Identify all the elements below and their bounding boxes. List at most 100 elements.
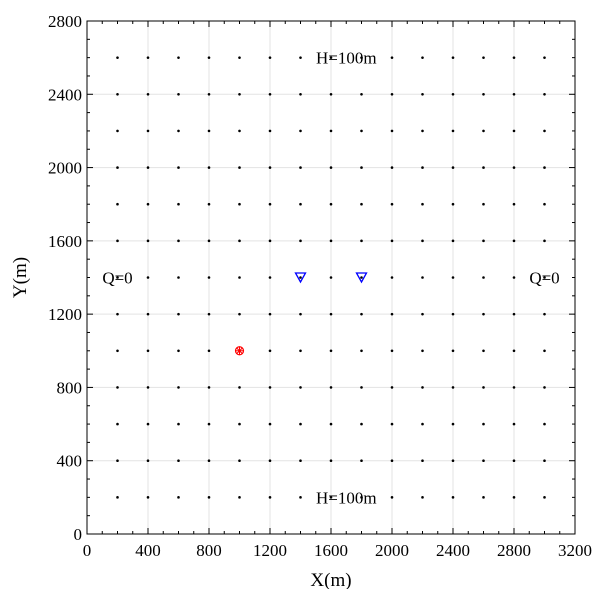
tick-labels: 0 400 800 1200 1600 2000 2400 2800 3200 0 400 800 12… (48, 12, 592, 560)
grid-node-dot (329, 129, 333, 133)
y-tick-label: 1600 (48, 232, 82, 251)
grid-node-dot (146, 129, 150, 133)
grid-node-dot (360, 202, 363, 206)
grid-node-dot (207, 166, 211, 169)
grid-node-dot (451, 386, 455, 389)
grid-node-dot (207, 56, 211, 59)
grid-node-dot (512, 349, 516, 353)
grid-node-dot (421, 276, 424, 279)
grid-node-dot (451, 92, 455, 96)
grid-node-dot (146, 166, 150, 169)
x-tick-label: 2000 (375, 541, 409, 560)
grid-node-dot (543, 349, 546, 353)
grid-node-dot (146, 276, 150, 279)
grid-node-dot (177, 276, 180, 279)
grid-node-dot (116, 349, 119, 353)
grid-node-dot (268, 92, 272, 96)
grid-node-dot (512, 92, 516, 96)
grid-node-dot (329, 276, 333, 279)
grid-node-dot (268, 166, 272, 169)
grid-node-dot (238, 459, 241, 463)
grid-node-dot (116, 422, 119, 426)
grid-node-dot (421, 92, 424, 96)
grid-node-dot (299, 422, 302, 426)
grid-node-dot (329, 459, 333, 463)
grid-node-dot (207, 129, 211, 133)
grid-node-dot (512, 129, 516, 133)
grid-node-dot (177, 92, 180, 96)
y-tick-label: 2400 (48, 85, 82, 104)
grid-node-dot (116, 312, 119, 316)
grid-node-dot (421, 312, 424, 316)
grid-node-dot (543, 312, 546, 316)
axis-ticks (86, 20, 576, 535)
annotations: H=100m H=100m Q=0 Q=0 (102, 49, 559, 508)
grid-node-dot (360, 56, 363, 59)
grid-node-dot (116, 459, 119, 463)
grid-node-dot (482, 239, 485, 243)
grid-node-dot (360, 349, 363, 353)
grid-node-dot (512, 496, 516, 499)
grid-node-dot (268, 459, 272, 463)
grid-node-dot (116, 202, 119, 206)
grid-node-dot (299, 459, 302, 463)
grid-node-dot (268, 56, 272, 59)
grid-node-dot (299, 312, 302, 316)
grid-node-dot (360, 92, 363, 96)
annotation-label: H=100m (316, 49, 377, 68)
grid-node-dot (116, 92, 119, 96)
grid-node-dot (146, 92, 150, 96)
grid-node-dot (512, 239, 516, 243)
grid-node-dot (146, 239, 150, 243)
grid-node-dot (482, 166, 485, 169)
grid-node-dot (268, 129, 272, 133)
grid-node-dot (177, 386, 180, 389)
x-tick-label: 400 (135, 541, 161, 560)
grid-node-dot (146, 459, 150, 463)
grid-node-dot (512, 386, 516, 389)
y-tick-label: 2800 (48, 12, 82, 31)
grid-node-dot (268, 276, 272, 279)
grid-node-dot (482, 276, 485, 279)
grid-node-dot (238, 496, 241, 499)
grid-node-dot (451, 349, 455, 353)
grid-node-dot (146, 496, 150, 499)
grid-node-dot (451, 276, 455, 279)
grid-node-dot (268, 496, 272, 499)
grid-node-dot (268, 386, 272, 389)
grid-node-dot (299, 349, 302, 353)
y-tick-label: 0 (74, 525, 83, 544)
y-axis-title: Y(m) (10, 257, 31, 298)
grid-node-dot (299, 496, 302, 499)
grid-node-dot (146, 349, 150, 353)
x-tick-label: 1200 (253, 541, 287, 560)
grid-node-dot (512, 459, 516, 463)
grid-node-dot (543, 386, 546, 389)
grid-node-dot (177, 56, 180, 59)
grid-node-dot (238, 422, 241, 426)
grid-node-dot (451, 459, 455, 463)
grid-node-dot (360, 422, 363, 426)
grid-node-dot (451, 496, 455, 499)
grid-node-dot (543, 276, 546, 279)
grid-node-dot (482, 459, 485, 463)
grid-node-dot (268, 202, 272, 206)
grid-node-dot (268, 312, 272, 316)
grid-node-dot (421, 496, 424, 499)
grid-node-dot (390, 386, 394, 389)
grid-node-dot (482, 496, 485, 499)
grid-node-dot (390, 276, 394, 279)
grid-node-dot (360, 129, 363, 133)
grid-node-dot (329, 239, 333, 243)
grid-node-dot (421, 56, 424, 59)
grid-node-dot (482, 349, 485, 353)
grid-node-dots (116, 56, 546, 499)
grid-node-dot (482, 422, 485, 426)
grid-node-dot (177, 129, 180, 133)
grid-node-dot (543, 129, 546, 133)
grid-node-dot (238, 386, 241, 389)
grid-node-dot (329, 312, 333, 316)
grid-node-dot (512, 276, 516, 279)
grid-node-dot (512, 166, 516, 169)
y-tick-label: 800 (57, 378, 83, 397)
